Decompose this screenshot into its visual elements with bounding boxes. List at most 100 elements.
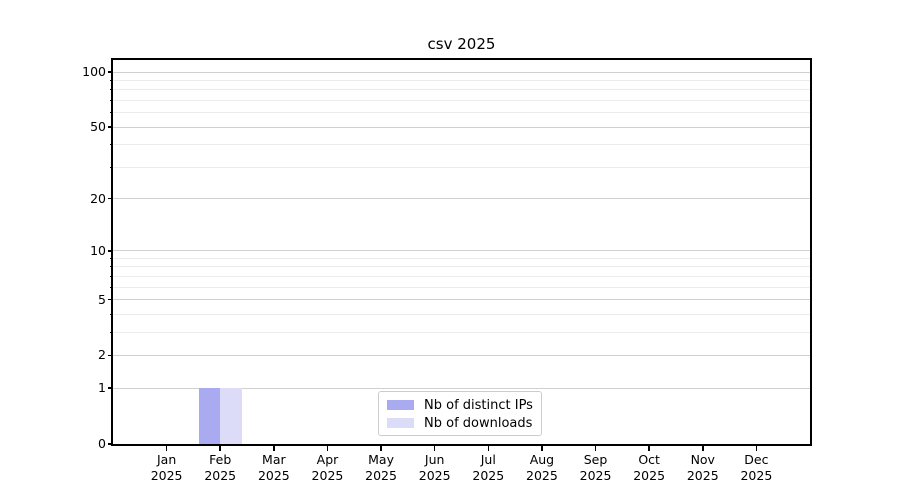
x-tick-month: Jul xyxy=(480,452,496,467)
y-gridline-major xyxy=(113,354,810,356)
x-tick-month: Nov xyxy=(690,452,715,467)
y-gridline-minor xyxy=(113,286,810,288)
x-tick-mark xyxy=(702,446,704,451)
y-gridline-minor xyxy=(113,144,810,146)
y-gridline-minor xyxy=(113,80,810,82)
legend: Nb of distinct IPs Nb of downloads xyxy=(378,391,542,436)
y-tick-mark xyxy=(108,250,113,252)
y-gridline-minor xyxy=(113,89,810,91)
y-gridline-major xyxy=(113,198,810,200)
x-tick-label: Feb 2025 xyxy=(193,452,247,484)
y-tick-mark xyxy=(108,354,113,357)
y-gridline-minor xyxy=(113,112,810,114)
x-tick-mark xyxy=(326,446,329,451)
x-tick-year: 2025 xyxy=(365,468,397,483)
x-tick-year: 2025 xyxy=(686,468,719,483)
y-gridline-minor xyxy=(113,100,810,102)
x-tick-label: Aug 2025 xyxy=(515,452,569,484)
x-tick-label: Jan 2025 xyxy=(140,452,194,484)
bar-downloads xyxy=(220,388,242,444)
x-tick-month: Dec xyxy=(744,452,769,467)
x-tick-month: Aug xyxy=(529,452,555,467)
legend-item-distinct-ips: Nb of distinct IPs xyxy=(379,396,541,414)
x-tick-label: Dec 2025 xyxy=(729,452,783,484)
y-tick-minor xyxy=(110,286,113,288)
x-tick-mark xyxy=(487,446,490,451)
y-tick-minor xyxy=(110,100,113,102)
x-tick-mark xyxy=(380,446,382,451)
x-tick-mark xyxy=(433,446,436,451)
y-tick-minor xyxy=(110,112,113,114)
x-tick-mark xyxy=(219,446,221,451)
x-tick-year: 2025 xyxy=(579,468,612,483)
legend-label-distinct-ips: Nb of distinct IPs xyxy=(424,397,533,413)
x-tick-month: Oct xyxy=(638,452,660,467)
x-tick-year: 2025 xyxy=(472,468,505,483)
x-tick-mark xyxy=(273,446,275,451)
y-tick-label: 0 xyxy=(98,436,106,451)
y-tick-minor xyxy=(110,313,113,315)
bar-distinct-ips xyxy=(198,388,221,444)
x-tick-mark xyxy=(165,446,168,451)
x-tick-label: Jul 2025 xyxy=(461,452,515,484)
y-tick-minor xyxy=(110,275,113,277)
x-tick-mark xyxy=(755,446,758,451)
x-tick-month: Feb xyxy=(209,452,232,467)
x-tick-label: Mar 2025 xyxy=(247,452,301,484)
y-gridline-major xyxy=(113,126,810,128)
x-tick-month: Mar xyxy=(262,452,286,467)
y-tick-label: 1 xyxy=(98,380,106,396)
y-tick-label: 5 xyxy=(98,291,106,307)
y-tick-mark xyxy=(108,197,113,200)
legend-swatch-downloads xyxy=(387,418,414,428)
x-tick-year: 2025 xyxy=(204,468,237,483)
x-tick-mark xyxy=(648,446,650,451)
y-gridline-major xyxy=(113,299,810,301)
y-gridline-minor xyxy=(113,166,810,168)
axis-spine-right xyxy=(810,58,812,446)
legend-item-downloads: Nb of downloads xyxy=(379,414,541,432)
y-tick-minor xyxy=(110,144,113,146)
x-tick-year: 2025 xyxy=(311,468,344,483)
x-tick-year: 2025 xyxy=(257,468,290,483)
y-gridline-minor xyxy=(113,275,810,277)
x-tick-year: 2025 xyxy=(740,468,773,483)
axis-spine-bottom xyxy=(111,444,812,446)
y-tick-label: 20 xyxy=(90,190,106,206)
y-tick-minor xyxy=(110,331,113,333)
y-tick-minor xyxy=(110,89,113,91)
y-tick-minor xyxy=(110,266,113,268)
chart-title: csv 2025 xyxy=(427,35,496,53)
x-tick-label: Apr 2025 xyxy=(300,452,354,484)
x-tick-year: 2025 xyxy=(633,468,666,483)
x-tick-month: Sep xyxy=(583,452,608,467)
y-tick-mark xyxy=(108,443,113,445)
y-tick-minor xyxy=(110,257,113,259)
y-gridline-minor xyxy=(113,257,810,259)
x-tick-year: 2025 xyxy=(418,468,451,483)
y-tick-label: 2 xyxy=(98,347,106,363)
y-gridline-major xyxy=(113,71,810,73)
y-gridline-minor xyxy=(113,313,810,315)
y-gridline-major xyxy=(113,387,810,389)
y-tick-minor xyxy=(110,80,113,82)
x-tick-label: May 2025 xyxy=(354,452,408,484)
y-tick-minor xyxy=(110,166,113,168)
y-gridline-major xyxy=(113,250,810,252)
y-tick-mark xyxy=(108,298,113,301)
x-tick-year: 2025 xyxy=(150,468,183,483)
x-tick-year: 2025 xyxy=(526,468,558,483)
y-gridline-minor xyxy=(113,331,810,333)
y-tick-mark xyxy=(108,71,113,73)
axis-spine-left xyxy=(111,58,113,446)
legend-label-downloads: Nb of downloads xyxy=(424,415,533,431)
x-tick-mark xyxy=(594,446,597,451)
x-tick-month: Jan xyxy=(156,452,177,467)
y-tick-mark xyxy=(108,387,113,389)
axis-spine-top xyxy=(111,58,812,60)
x-tick-label: Nov 2025 xyxy=(676,452,730,484)
x-tick-month: Jun xyxy=(424,452,445,467)
x-tick-label: Jun 2025 xyxy=(408,452,462,484)
x-tick-month: May xyxy=(368,452,394,467)
